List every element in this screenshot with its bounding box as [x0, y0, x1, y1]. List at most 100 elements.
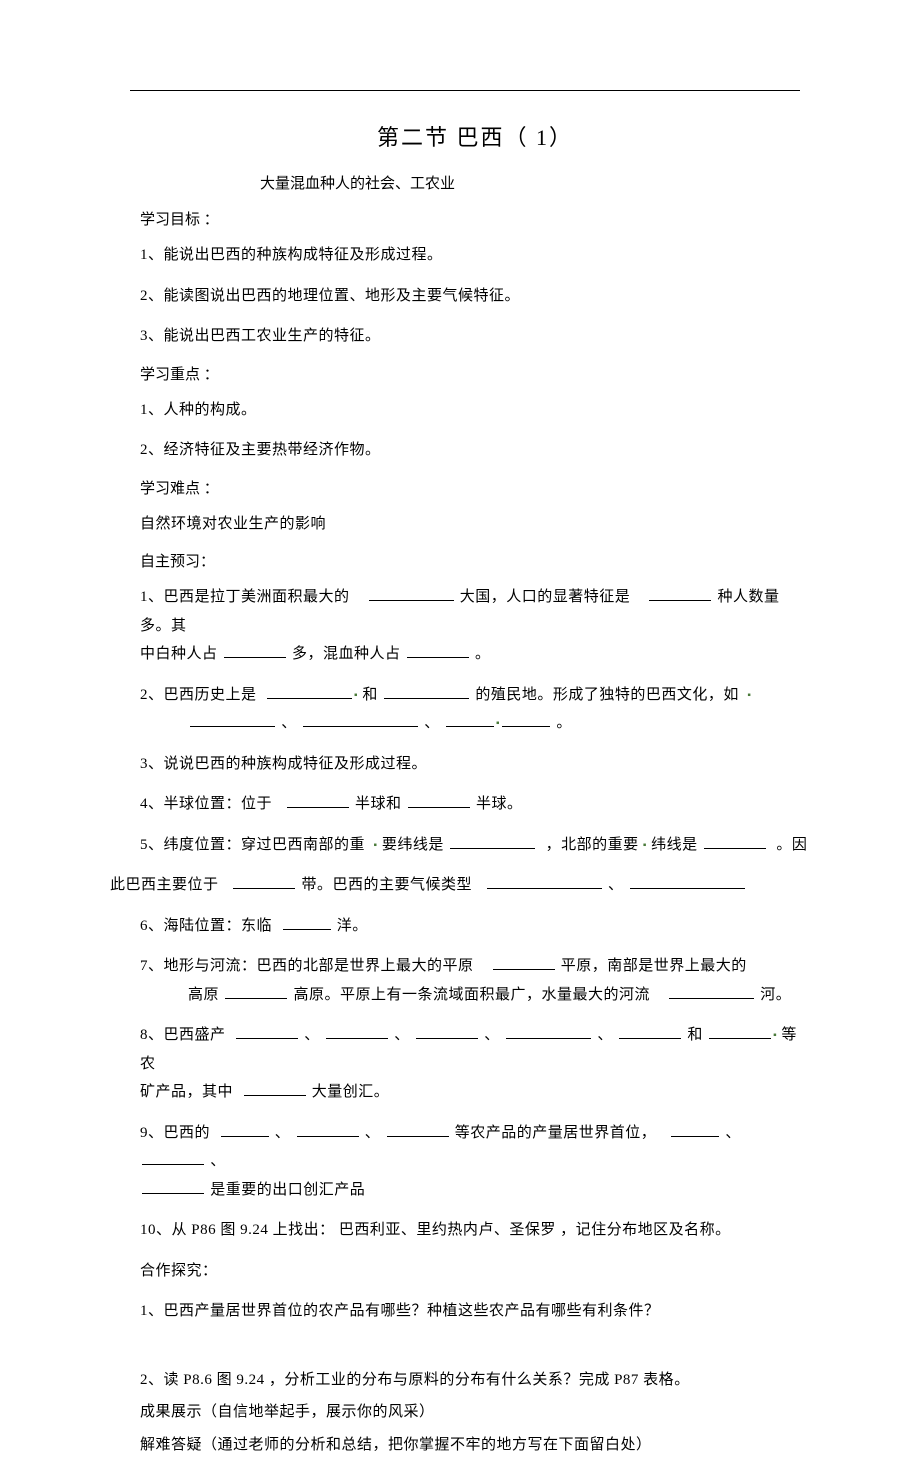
blank-fill[interactable]	[233, 873, 295, 890]
hint-dot-icon: ▪	[747, 690, 751, 701]
difficulty-text: 自然环境对农业生产的影响	[140, 510, 810, 539]
q5-text-a: 5、纬度位置：穿过巴西南部的重	[140, 837, 365, 853]
hint-dot-icon: ▪	[643, 840, 647, 851]
q2-text-f: 。	[556, 715, 572, 731]
blank-fill[interactable]	[225, 982, 287, 999]
question-2: 2、巴西历史上是 ▪ 和 的殖民地。形成了独特的巴西文化，如 ▪ 、 、 ▪ 。	[140, 681, 810, 738]
question-8: 8、巴西盛产 、 、 、 、 和 ▪ 等农 矿产品，其中 大量创汇。	[140, 1021, 810, 1107]
blank-fill[interactable]	[369, 585, 454, 602]
q7-text-d: 高原。平原上有一条流域面积最广，水量最大的河流	[294, 987, 651, 1003]
blank-fill[interactable]	[267, 682, 352, 699]
q1-text-b: 大国，人口的显著特征是	[460, 589, 631, 605]
blank-fill[interactable]	[506, 1023, 591, 1040]
q5-text-b: 要纬线是	[382, 837, 444, 853]
goals-header: 学习目标 ：	[140, 208, 810, 229]
blank-fill[interactable]	[297, 1120, 359, 1137]
explore-2: 2、读 P8.6 图 9.24 ，分析工业的分布与原料的分布有什么关系？完成 P…	[140, 1366, 810, 1395]
blank-fill[interactable]	[236, 1023, 298, 1040]
blank-fill[interactable]	[630, 873, 745, 890]
blank-fill[interactable]	[142, 1177, 204, 1194]
q9-text-d: 等农产品的产量居世界首位，	[455, 1125, 657, 1141]
blank-fill[interactable]	[407, 642, 469, 659]
blank-fill[interactable]	[446, 711, 494, 728]
question-10: 10、从 P86 图 9.24 上找出： 巴西利亚、里约热内卢、圣保罗 ，记住分…	[140, 1216, 810, 1245]
q5-text-d: 纬线是	[651, 837, 698, 853]
blank-fill[interactable]	[502, 711, 550, 728]
hint-dot-icon: ▪	[354, 690, 358, 701]
q4-text-a: 4、半球位置：位于	[140, 796, 272, 812]
q9-text-c: 、	[365, 1125, 381, 1141]
blank-fill[interactable]	[408, 792, 470, 809]
q4-text-c: 半球。	[476, 796, 523, 812]
question-6: 6、海陆位置：东临 洋。	[140, 912, 810, 941]
q5-text-e: 。因	[776, 837, 807, 853]
q7-text-e: 河。	[760, 987, 791, 1003]
q7-text-a: 7、地形与河流：巴西的北部是世界上最大的平原	[140, 958, 474, 974]
q1-text-e: 多，混血种人占	[292, 646, 401, 662]
explore-1: 1、巴西产量居世界首位的农产品有哪些？种植这些农产品有哪些有利条件？	[140, 1297, 810, 1326]
question-3: 3、说说巴西的种族构成特征及形成过程。	[140, 750, 810, 779]
q9-text-f: 、	[210, 1153, 226, 1169]
hint-dot-icon: ▪	[374, 840, 378, 851]
q8-text-b: 、	[304, 1027, 320, 1043]
goal-3: 3、能说出巴西工农业生产的特征。	[140, 322, 810, 351]
faq-header: 解难答疑（通过老师的分析和总结，把你掌握不牢的地方写在下面留白处）	[140, 1431, 810, 1459]
blank-fill[interactable]	[669, 982, 754, 999]
blank-fill[interactable]	[387, 1120, 449, 1137]
blank-fill[interactable]	[487, 873, 602, 890]
question-1: 1、巴西是拉丁美洲面积最大的 大国，人口的显著特征是 种人数量多。其 中白种人占…	[140, 583, 810, 669]
blank-fill[interactable]	[303, 711, 418, 728]
blank-fill[interactable]	[224, 642, 286, 659]
page-title: 第二节 巴西（ 1）	[140, 120, 810, 152]
blank-fill[interactable]	[619, 1023, 681, 1040]
question-7: 7、地形与河流：巴西的北部是世界上最大的平原 平原，南部是世界上最大的 高原 高…	[140, 952, 810, 1009]
blank-fill[interactable]	[709, 1023, 771, 1040]
question-9: 9、巴西的 、 、 等农产品的产量居世界首位， 、 、 是重要的出口创汇产品	[140, 1119, 810, 1205]
blank-fill[interactable]	[221, 1120, 269, 1137]
blank-fill[interactable]	[384, 682, 469, 699]
blank-fill[interactable]	[142, 1149, 204, 1166]
preview-header: 自主预习：	[140, 550, 810, 571]
q1-text-d: 中白种人占	[140, 646, 218, 662]
hint-dot-icon: ▪	[773, 1030, 777, 1041]
blank-fill[interactable]	[671, 1120, 719, 1137]
q8-text-f: 和	[687, 1027, 703, 1043]
question-5: 5、纬度位置：穿过巴西南部的重 ▪ 要纬线是 ，北部的重要 ▪ 纬线是 。因	[140, 831, 810, 860]
subtitle: 大量混血种人的社会、工农业	[260, 172, 810, 193]
q5-text-f: 此巴西主要位于	[110, 877, 219, 893]
q8-text-e: 、	[597, 1027, 613, 1043]
q9-text-g: 是重要的出口创汇产品	[210, 1182, 365, 1198]
q2-text-e: 、	[424, 715, 440, 731]
q9-text-a: 9、巴西的	[140, 1125, 210, 1141]
q8-text-c: 、	[394, 1027, 410, 1043]
blank-fill[interactable]	[287, 792, 349, 809]
q8-text-i: 大量创汇。	[312, 1084, 390, 1100]
header-rule	[130, 90, 800, 91]
q8-text-a: 8、巴西盛产	[140, 1027, 226, 1043]
blank-fill[interactable]	[450, 832, 535, 849]
q2-text-a: 2、巴西历史上是	[140, 687, 257, 703]
blank-fill[interactable]	[493, 954, 555, 971]
q1-text-a: 1、巴西是拉丁美洲面积最大的	[140, 589, 350, 605]
q5-text-g: 带。巴西的主要气候类型	[302, 877, 473, 893]
blank-fill[interactable]	[283, 913, 331, 930]
blank-fill[interactable]	[244, 1080, 306, 1097]
q9-text-b: 、	[275, 1125, 291, 1141]
q9-text-e: 、	[725, 1125, 741, 1141]
focus-header: 学习重点 ：	[140, 363, 810, 384]
goal-1: 1、能说出巴西的种族构成特征及形成过程。	[140, 241, 810, 270]
q2-text-c: 的殖民地。形成了独特的巴西文化，如	[475, 687, 739, 703]
q1-text-f: 。	[475, 646, 491, 662]
hint-dot-icon: ▪	[496, 718, 500, 729]
q5-text-c: ，北部的重要	[546, 837, 639, 853]
blank-fill[interactable]	[649, 585, 711, 602]
q7-text-c: 高原	[188, 987, 219, 1003]
blank-fill[interactable]	[704, 832, 766, 849]
blank-fill[interactable]	[326, 1023, 388, 1040]
blank-fill[interactable]	[416, 1023, 478, 1040]
question-4: 4、半球位置：位于 半球和 半球。	[140, 790, 810, 819]
explore-header: 合作探究：	[140, 1257, 810, 1286]
q4-text-b: 半球和	[355, 796, 402, 812]
q6-text-b: 洋。	[337, 918, 368, 934]
blank-fill[interactable]	[190, 711, 275, 728]
